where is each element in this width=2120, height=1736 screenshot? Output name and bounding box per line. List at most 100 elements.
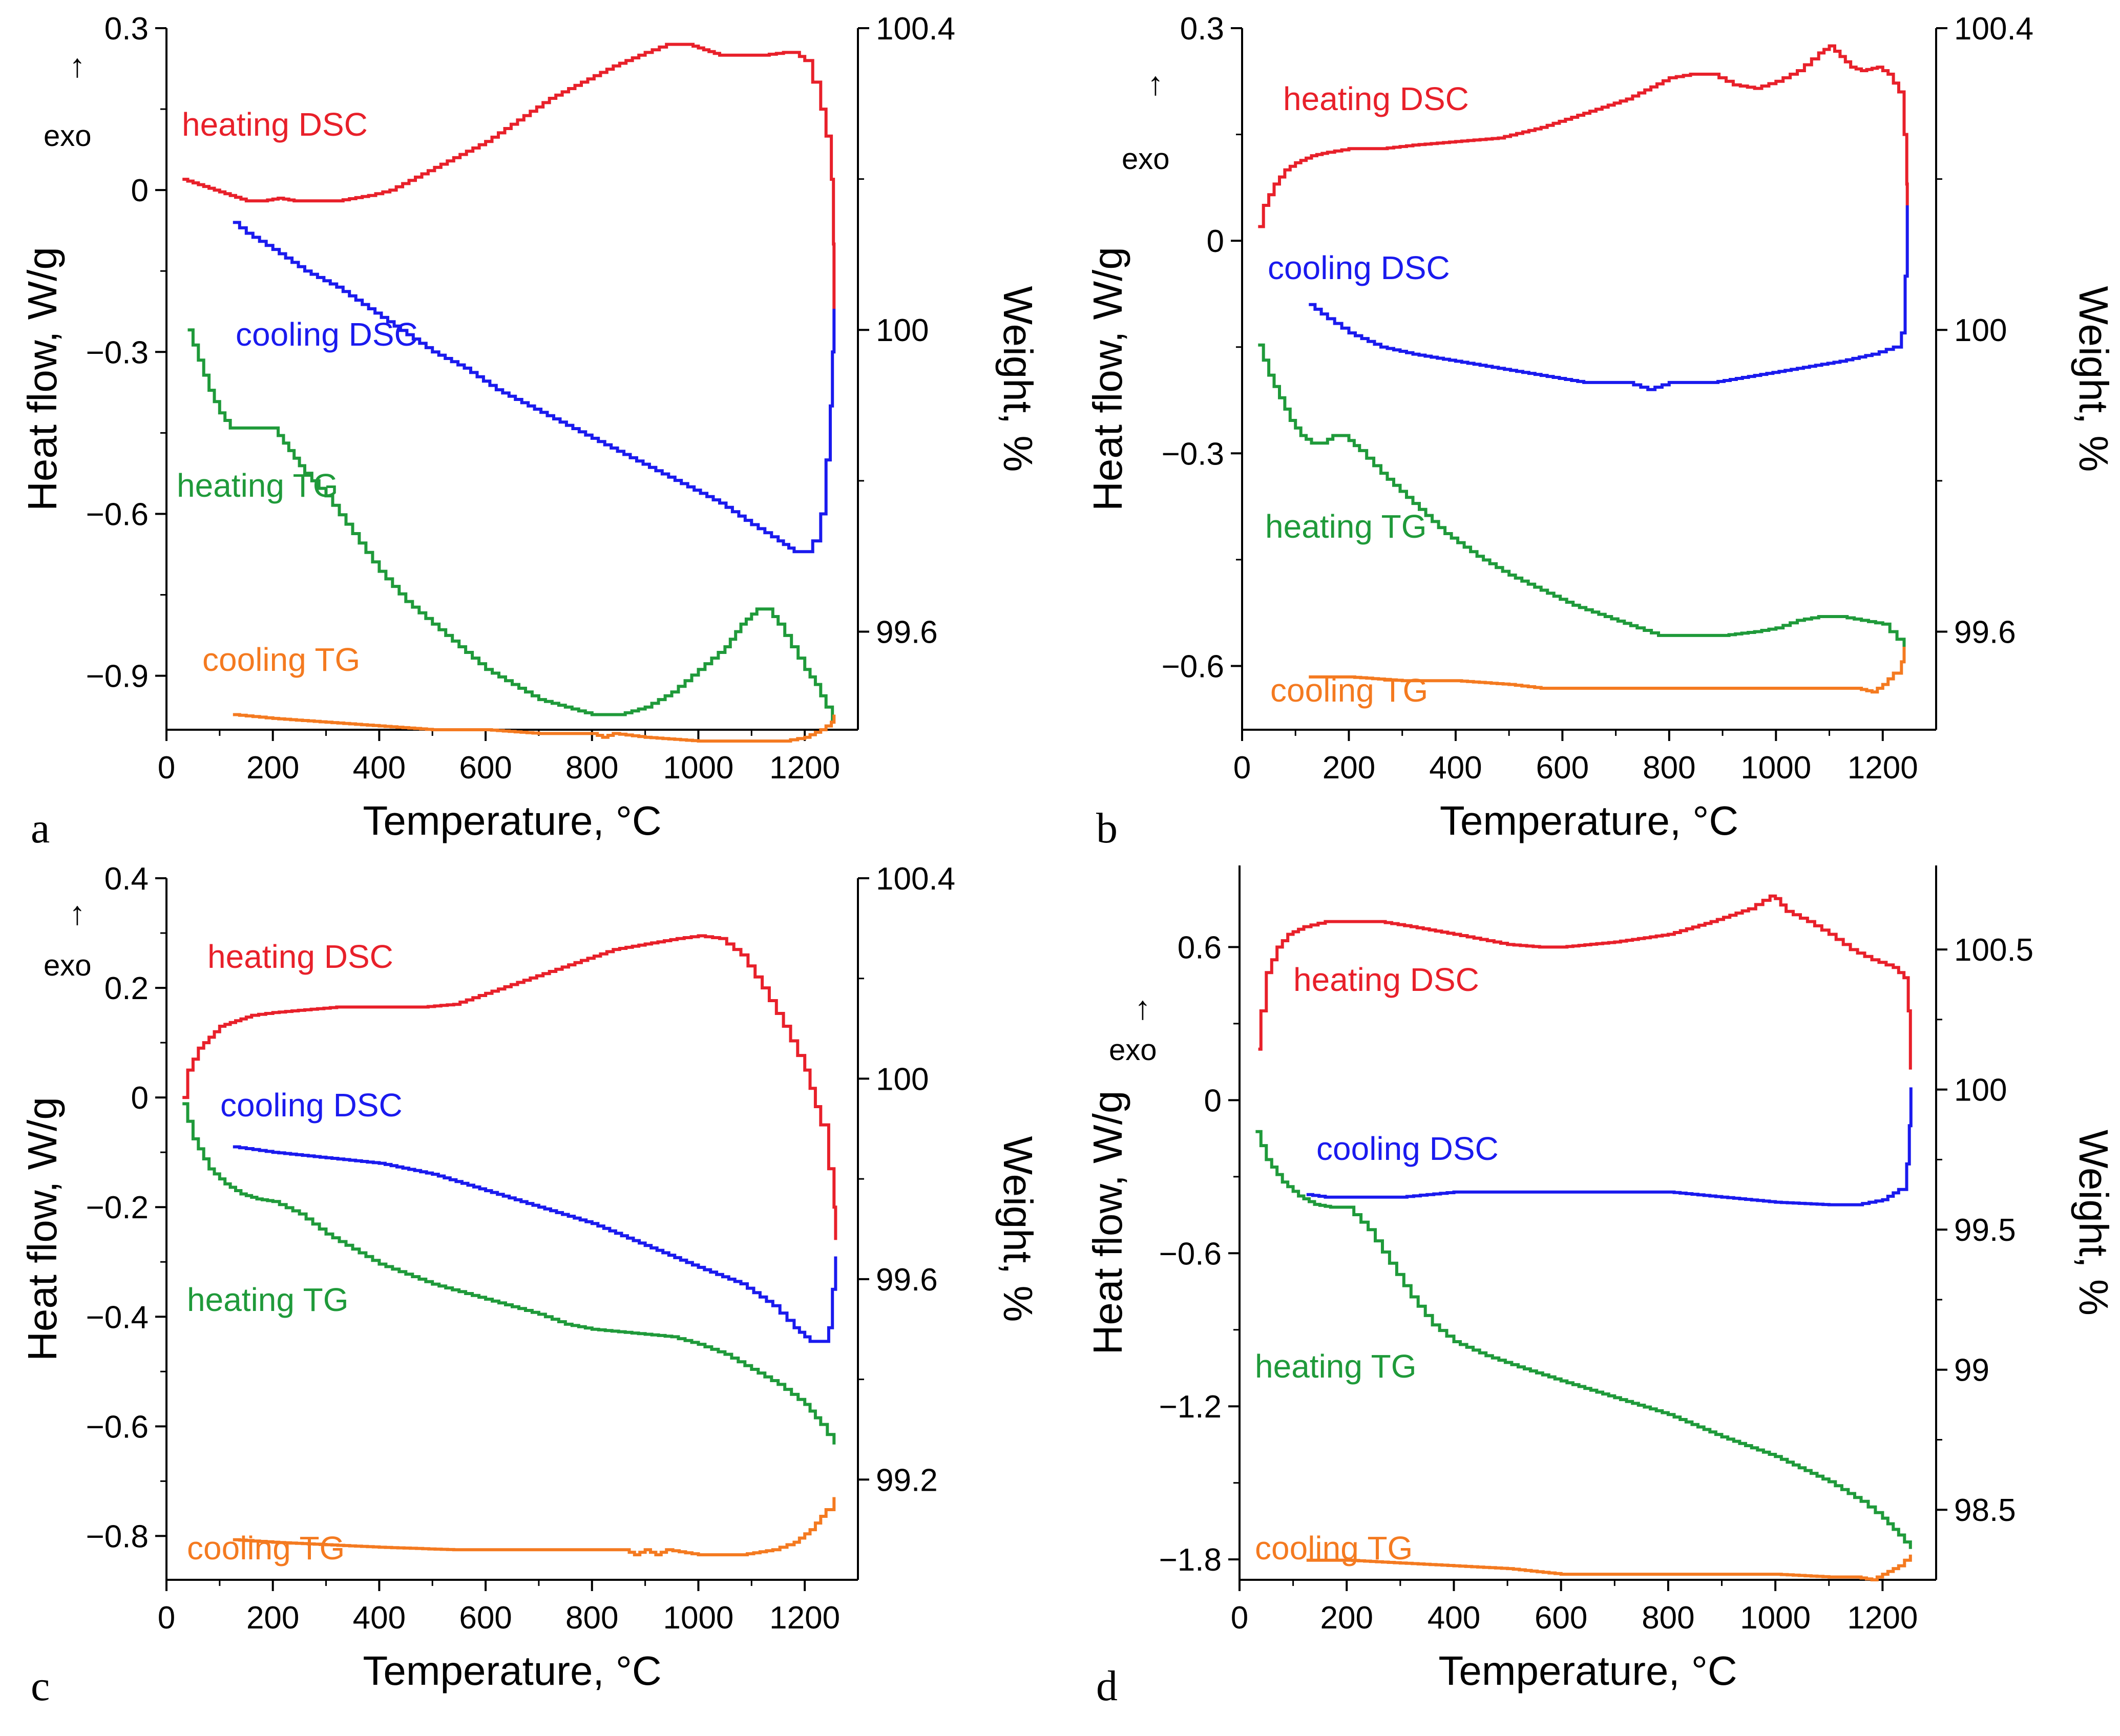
x-tick-label: 600 xyxy=(459,750,512,786)
y-axis-label-left: Heat flow, W/g xyxy=(1085,1091,1130,1355)
x-tick-label: 1200 xyxy=(1847,1600,1918,1636)
exo-arrow-icon: ↑ xyxy=(69,47,86,84)
x-tick-label: 200 xyxy=(246,750,299,786)
y-tick-label: −0.6 xyxy=(1159,1236,1222,1272)
x-tick-label: 1200 xyxy=(769,750,840,786)
x-tick-label: 1000 xyxy=(1740,1600,1811,1636)
y-axis-label-left: Heat flow, W/g xyxy=(19,247,65,511)
y-axis-label-right: Weight, % xyxy=(995,286,1041,472)
panel-letter: b xyxy=(1096,805,1118,852)
panel-c: 0 200 400 600 800 1000 1200 0.4 0.2 0 −0.2 −0.4 −0.6… xyxy=(19,861,1041,1710)
x-tick-label: 0 xyxy=(158,750,175,786)
annotation-cooling-tg: cooling TG xyxy=(1270,672,1428,709)
y2-tick-label: 100 xyxy=(876,313,929,348)
series-line-heating-dsc xyxy=(1258,44,1909,228)
y-tick-label: −0.3 xyxy=(86,335,149,370)
y-tick-label: 0.3 xyxy=(104,11,149,47)
y2-tick-label: 99 xyxy=(1954,1353,1989,1388)
y2-tick-label: 100 xyxy=(876,1062,929,1097)
annotation-cooling-tg: cooling TG xyxy=(202,641,360,678)
y2-tick-label: 100.5 xyxy=(1954,933,2033,968)
x-tick-label: 800 xyxy=(565,1600,618,1636)
y-tick-label: −0.6 xyxy=(86,1409,149,1445)
y2-tick-label: 99.6 xyxy=(1954,615,2016,650)
x-tick-label: 1000 xyxy=(663,1600,733,1636)
x-axis-label: Temperature, °C xyxy=(363,798,661,843)
series-line-heating-tg xyxy=(187,328,834,723)
exo-label: exo xyxy=(1122,142,1170,176)
y-tick-label: 0 xyxy=(131,173,149,208)
exo-label: exo xyxy=(44,949,92,982)
y-tick-label: 0 xyxy=(1204,1083,1222,1118)
y2-tick-label: 100.4 xyxy=(876,11,955,47)
y-tick-label: −1.8 xyxy=(1159,1542,1222,1578)
y-axis-label-right: Weight, % xyxy=(2071,1130,2116,1316)
x-tick-label: 1200 xyxy=(1848,750,1918,786)
series-line-cooling-dsc xyxy=(1309,205,1909,391)
y-axis-label-left: Heat flow, W/g xyxy=(19,1097,65,1361)
y-tick-label: 0.3 xyxy=(1180,11,1224,47)
y-tick-label: 0.4 xyxy=(104,861,149,897)
x-tick-label: 0 xyxy=(1233,750,1251,786)
y-axis-label-right: Weight, % xyxy=(995,1136,1041,1322)
annotation-heating-tg: heating TG xyxy=(187,1281,348,1318)
annotation-cooling-dsc: cooling DSC xyxy=(1268,249,1450,286)
y2-tick-label: 99.6 xyxy=(876,1262,938,1298)
y-tick-label: −0.4 xyxy=(86,1300,149,1335)
annotation-heating-dsc: heating DSC xyxy=(1293,961,1479,998)
x-tick-label: 400 xyxy=(353,1600,406,1636)
x-tick-label: 800 xyxy=(565,750,618,786)
exo-arrow-icon: ↑ xyxy=(1135,989,1151,1026)
series-line-heating-dsc xyxy=(182,43,836,309)
annotation-heating-dsc: heating DSC xyxy=(1283,80,1469,117)
series-line-cooling-tg xyxy=(233,713,836,743)
x-tick-label: 400 xyxy=(1428,1600,1480,1636)
panel-a: 0 200 400 600 800 1000 1200 0.3 0 −0.3 −0.6 −0.9 100… xyxy=(19,11,1041,852)
y2-tick-label: 100.4 xyxy=(1954,11,2033,47)
exo-label: exo xyxy=(44,119,92,153)
series-line-cooling-tg xyxy=(1306,1554,1912,1581)
y-tick-label: −0.6 xyxy=(86,497,149,532)
y-tick-label: 0.2 xyxy=(104,971,149,1006)
annotation-cooling-dsc: cooling DSC xyxy=(236,316,418,353)
x-tick-label: 1000 xyxy=(1740,750,1811,786)
exo-arrow-icon: ↑ xyxy=(69,895,86,931)
panel-letter: d xyxy=(1096,1662,1118,1710)
series-line-cooling-dsc xyxy=(1306,1087,1913,1206)
x-tick-label: 200 xyxy=(1320,1600,1373,1636)
x-tick-label: 200 xyxy=(246,1600,299,1636)
exo-label: exo xyxy=(1109,1033,1157,1067)
series-line-cooling-dsc xyxy=(233,221,836,554)
y-tick-label: −0.8 xyxy=(86,1519,149,1554)
y-axis-label-right: Weight, % xyxy=(2071,286,2116,472)
exo-arrow-icon: ↑ xyxy=(1147,65,1164,102)
x-tick-label: 800 xyxy=(1643,750,1695,786)
x-tick-label: 0 xyxy=(158,1600,175,1636)
y2-tick-label: 99.5 xyxy=(1954,1213,2016,1248)
x-tick-label: 400 xyxy=(353,750,406,786)
series-line-cooling-tg xyxy=(1309,647,1906,694)
y2-tick-label: 100 xyxy=(1954,1073,2007,1108)
y2-tick-label: 98.5 xyxy=(1954,1493,2016,1528)
y-tick-label: −0.2 xyxy=(86,1190,149,1225)
y2-tick-label: 100 xyxy=(1954,313,2007,348)
y-tick-label: 0.6 xyxy=(1178,930,1222,965)
annotation-cooling-tg: cooling TG xyxy=(1255,1530,1413,1566)
x-tick-label: 600 xyxy=(459,1600,512,1636)
series-line-heating-tg xyxy=(182,1102,836,1445)
series-line-heating-tg xyxy=(1255,1130,1912,1549)
annotation-cooling-dsc: cooling DSC xyxy=(220,1087,403,1124)
x-axis-label: Temperature, °C xyxy=(1438,1648,1737,1693)
y2-tick-label: 100.4 xyxy=(876,861,955,897)
series-line-heating-tg xyxy=(1258,343,1906,647)
x-tick-label: 600 xyxy=(1535,1600,1587,1636)
x-tick-label: 600 xyxy=(1536,750,1589,786)
x-tick-label: 1000 xyxy=(663,750,733,786)
x-tick-label: 200 xyxy=(1323,750,1375,786)
x-tick-label: 0 xyxy=(1231,1600,1248,1636)
y-tick-label: −0.3 xyxy=(1162,436,1224,472)
x-tick-label: 1200 xyxy=(769,1600,840,1636)
annotation-heating-tg: heating TG xyxy=(1255,1348,1416,1385)
y-tick-label: 0 xyxy=(131,1081,149,1116)
panel-b: 0 200 400 600 800 1000 1200 0.3 0 −0.3 −0.6 100.4 10… xyxy=(1085,11,2116,852)
